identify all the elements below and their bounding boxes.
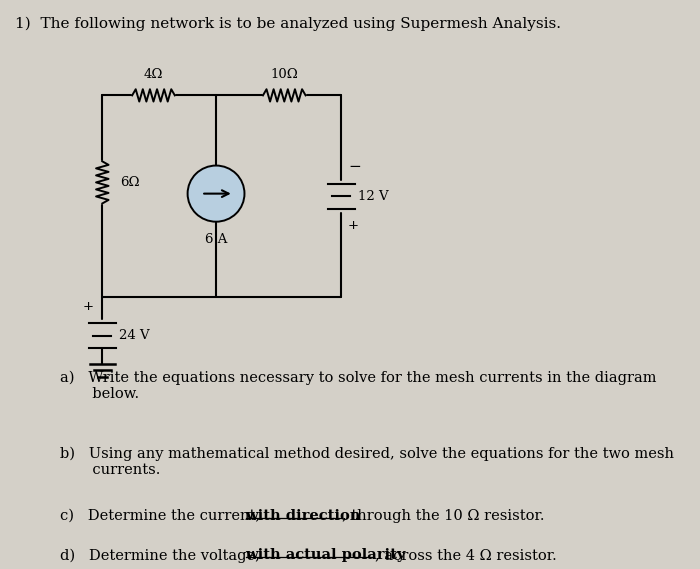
Circle shape	[188, 166, 244, 222]
Text: d)   Determine the voltage,: d) Determine the voltage,	[60, 549, 264, 563]
Text: with direction: with direction	[246, 509, 361, 523]
Text: 6 A: 6 A	[205, 233, 228, 246]
Text: a)   Write the equations necessary to solve for the mesh currents in the diagram: a) Write the equations necessary to solv…	[60, 370, 656, 401]
Text: −: −	[348, 159, 360, 174]
Text: +: +	[348, 219, 359, 232]
Text: +: +	[83, 300, 94, 313]
Text: 1)  The following network is to be analyzed using Supermesh Analysis.: 1) The following network is to be analyz…	[15, 17, 561, 31]
Text: 10Ω: 10Ω	[270, 68, 298, 81]
Text: , across the 4 Ω resistor.: , across the 4 Ω resistor.	[374, 549, 556, 562]
Text: 4Ω: 4Ω	[144, 68, 163, 81]
Text: 24 V: 24 V	[120, 329, 150, 342]
Text: c)   Determine the current,: c) Determine the current,	[60, 509, 265, 523]
Text: 6Ω: 6Ω	[120, 176, 140, 189]
Text: 12 V: 12 V	[358, 190, 389, 203]
Text: b)   Using any mathematical method desired, solve the equations for the two mesh: b) Using any mathematical method desired…	[60, 446, 673, 477]
Text: with actual polarity: with actual polarity	[246, 549, 406, 562]
Text: , through the 10 Ω resistor.: , through the 10 Ω resistor.	[342, 509, 545, 523]
